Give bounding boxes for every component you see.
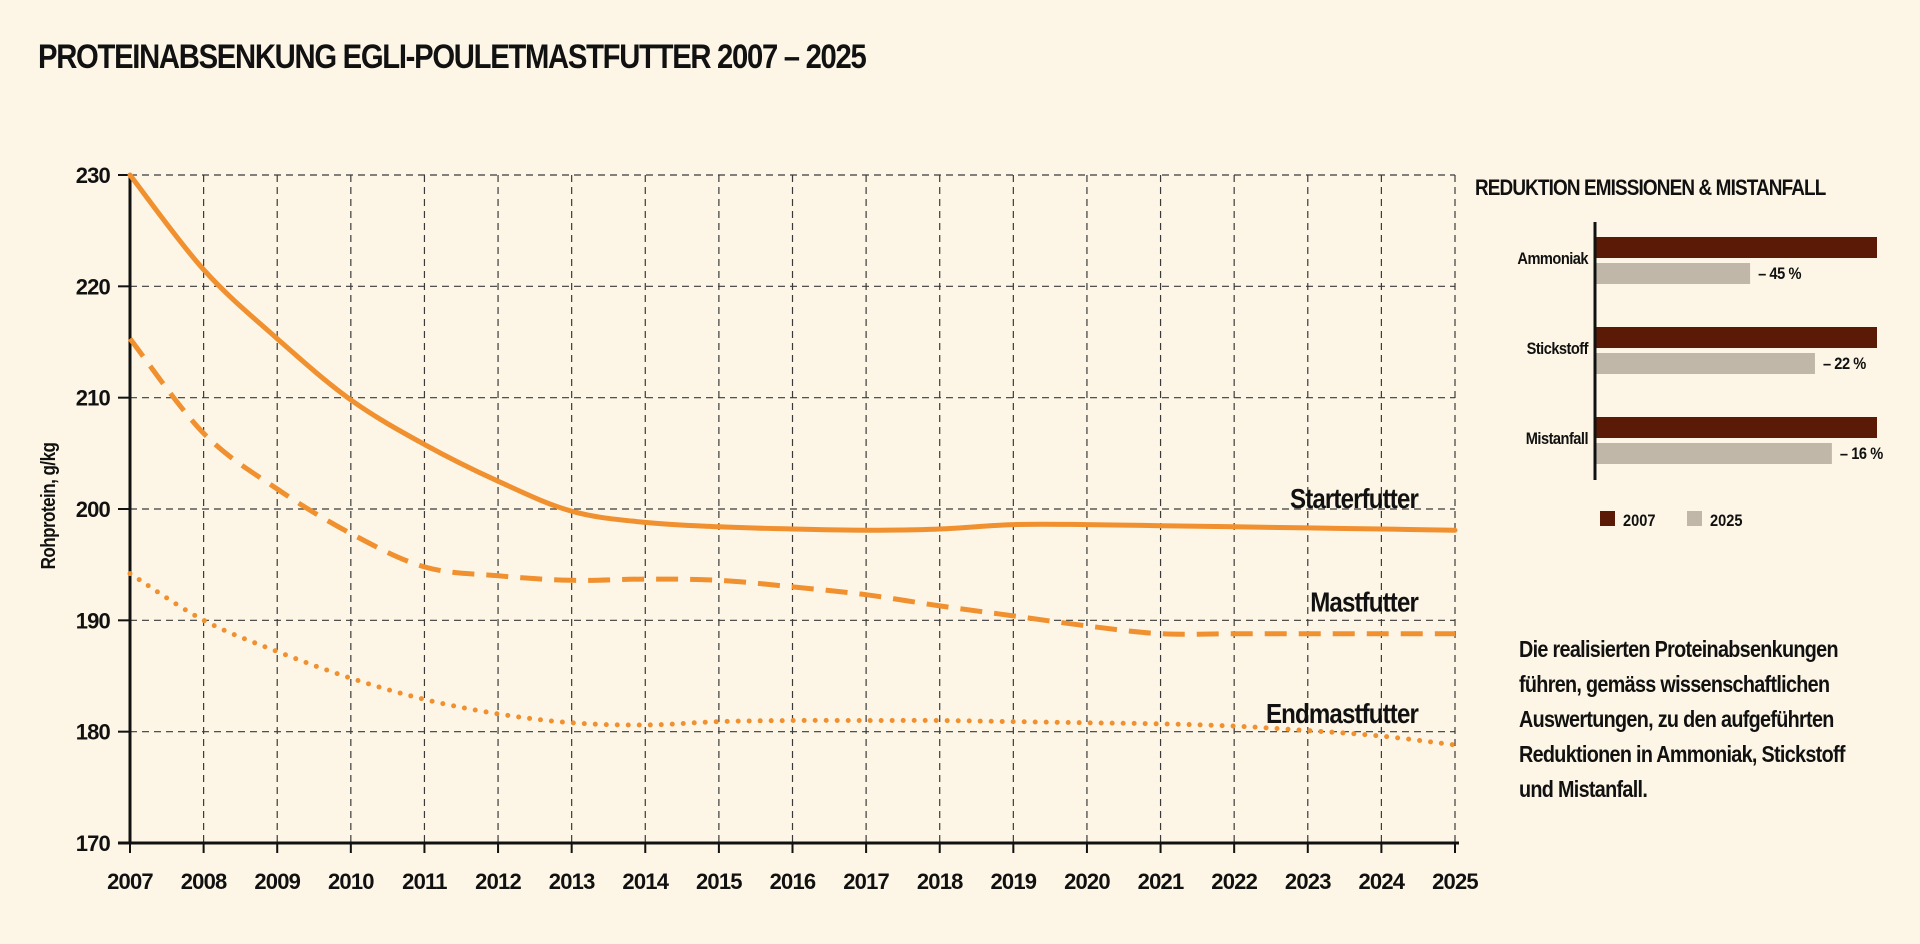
side-chart-title: REDUKTION EMISSIONEN & MISTANFALL [1475,176,1826,201]
bar-value-label: – 16 % [1840,445,1883,463]
x-tick-label: 2024 [1359,869,1406,894]
y-tick-label: 170 [76,831,111,856]
series-label-starterfutter: Starterfutter [1290,482,1419,514]
y-tick-label: 190 [76,608,111,633]
legend-label-2025: 2025 [1710,512,1743,530]
y-tick-label: 180 [76,720,111,745]
x-tick-label: 2011 [402,869,447,894]
x-tick-label: 2019 [990,869,1036,894]
x-tick-label: 2021 [1138,869,1184,894]
label-layer: Starterfutter Mastfutter Endmastfutter [1266,482,1420,729]
grid-layer [118,174,1456,843]
series-line-starterfutter [127,172,1458,533]
legend-swatch-2025 [1687,511,1702,526]
bar-layer: Ammoniak – 45 % Stickstoff – 22 % Mistanfall… [1517,222,1884,480]
series-line-endmastfutter [127,571,1458,748]
bar-category-label: Stickstoff [1527,340,1590,358]
x-tick-label: 2020 [1064,869,1110,894]
y-tick-label: 210 [76,386,111,411]
bar-2025-stickstoff [1595,353,1815,374]
bar-value-label: – 22 % [1823,355,1866,373]
x-tick-label: 2015 [696,869,742,894]
series-label-endmastfutter: Endmastfutter [1266,697,1419,729]
series-layer [127,172,1458,748]
x-tick-label: 2010 [328,869,374,894]
axis-layer: 170 180 190 200 210 220 230 2007 2008 2009 2010 201… [76,163,1480,894]
series-line-mastfutter [128,337,1455,637]
bar-category-label: Ammoniak [1517,250,1588,268]
legend-label-2007: 2007 [1623,512,1656,530]
bar-2025-ammoniak [1595,263,1751,284]
x-tick-label: 2012 [475,869,521,894]
x-tick-label: 2014 [622,869,669,894]
bar-2007-stickstoff [1595,327,1877,348]
x-tick-label: 2017 [843,869,889,894]
explanation-note: Die realisierten Proteinabsenkungen führ… [1519,636,1845,802]
bar-value-label: – 45 % [1758,265,1801,283]
y-tick-label: 220 [76,274,111,299]
bar-legend: 2007 2025 [1600,511,1743,530]
x-tick-label: 2009 [254,869,300,894]
x-tick-label: 2022 [1211,869,1257,894]
y-tick-label: 200 [76,497,111,522]
x-tick-label: 2016 [770,869,816,894]
x-tick-label: 2013 [549,869,595,894]
x-tick-label: 2018 [917,869,963,894]
chart-title: PROTEINABSENKUNG EGLI-POULETMASTFUTTER 2… [38,38,867,76]
series-label-mastfutter: Mastfutter [1310,586,1418,618]
bar-2007-mistanfall [1595,417,1877,438]
side-bar-chart: REDUKTION EMISSIONEN & MISTANFALL Ammoni… [1475,176,1884,531]
y-tick-label: 230 [76,163,111,188]
x-tick-label: 2008 [181,869,227,894]
x-tick-label: 2023 [1285,869,1331,894]
y-axis-label: Rohprotein, g/kg [37,442,60,569]
bar-2007-ammoniak [1595,237,1877,258]
bar-2025-mistanfall [1595,443,1832,464]
bar-category-label: Mistanfall [1526,430,1588,448]
x-tick-label: 2007 [107,869,153,894]
legend-swatch-2007 [1600,511,1615,526]
x-tick-label: 2025 [1432,869,1478,894]
